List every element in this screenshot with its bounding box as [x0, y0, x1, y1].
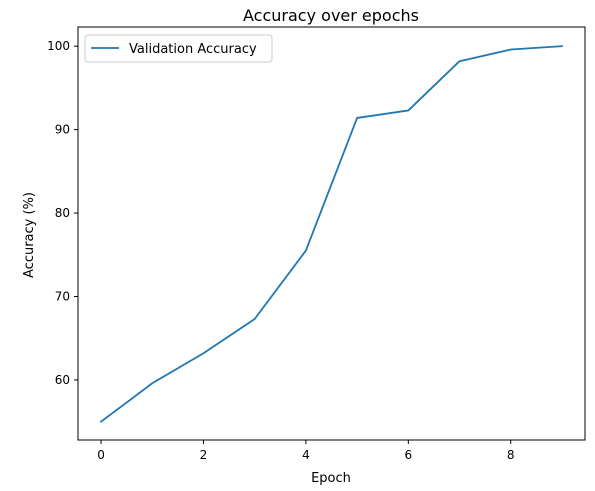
series-line — [99, 45, 563, 423]
legend: Validation Accuracy — [84, 34, 273, 63]
x-axis-ticks: 0 2 4 6 8 — [97, 440, 515, 462]
chart-title: Accuracy over epochs — [243, 6, 419, 25]
x-axis-label: Epoch — [311, 471, 351, 486]
legend-box — [84, 34, 273, 63]
plot-area — [77, 26, 586, 441]
x-tick-label: 0 — [97, 448, 105, 462]
x-tick-label: 6 — [404, 448, 412, 462]
x-tick-label: 2 — [200, 448, 208, 462]
y-tick-label: 70 — [55, 289, 70, 303]
y-tick-label: 60 — [55, 373, 70, 387]
axes-frame — [77, 26, 586, 441]
x-tick-label: 4 — [302, 448, 310, 462]
series-layer — [99, 45, 563, 423]
y-axis-label: Accuracy (%) — [22, 192, 37, 278]
y-tick-label: 90 — [55, 123, 70, 137]
x-tick-label: 8 — [507, 448, 515, 462]
y-tick-label: 100 — [47, 39, 70, 53]
y-axis-ticks: 60 70 80 90 100 — [47, 39, 78, 387]
legend-entry-label: Validation Accuracy — [129, 42, 257, 57]
y-tick-label: 80 — [55, 206, 70, 220]
